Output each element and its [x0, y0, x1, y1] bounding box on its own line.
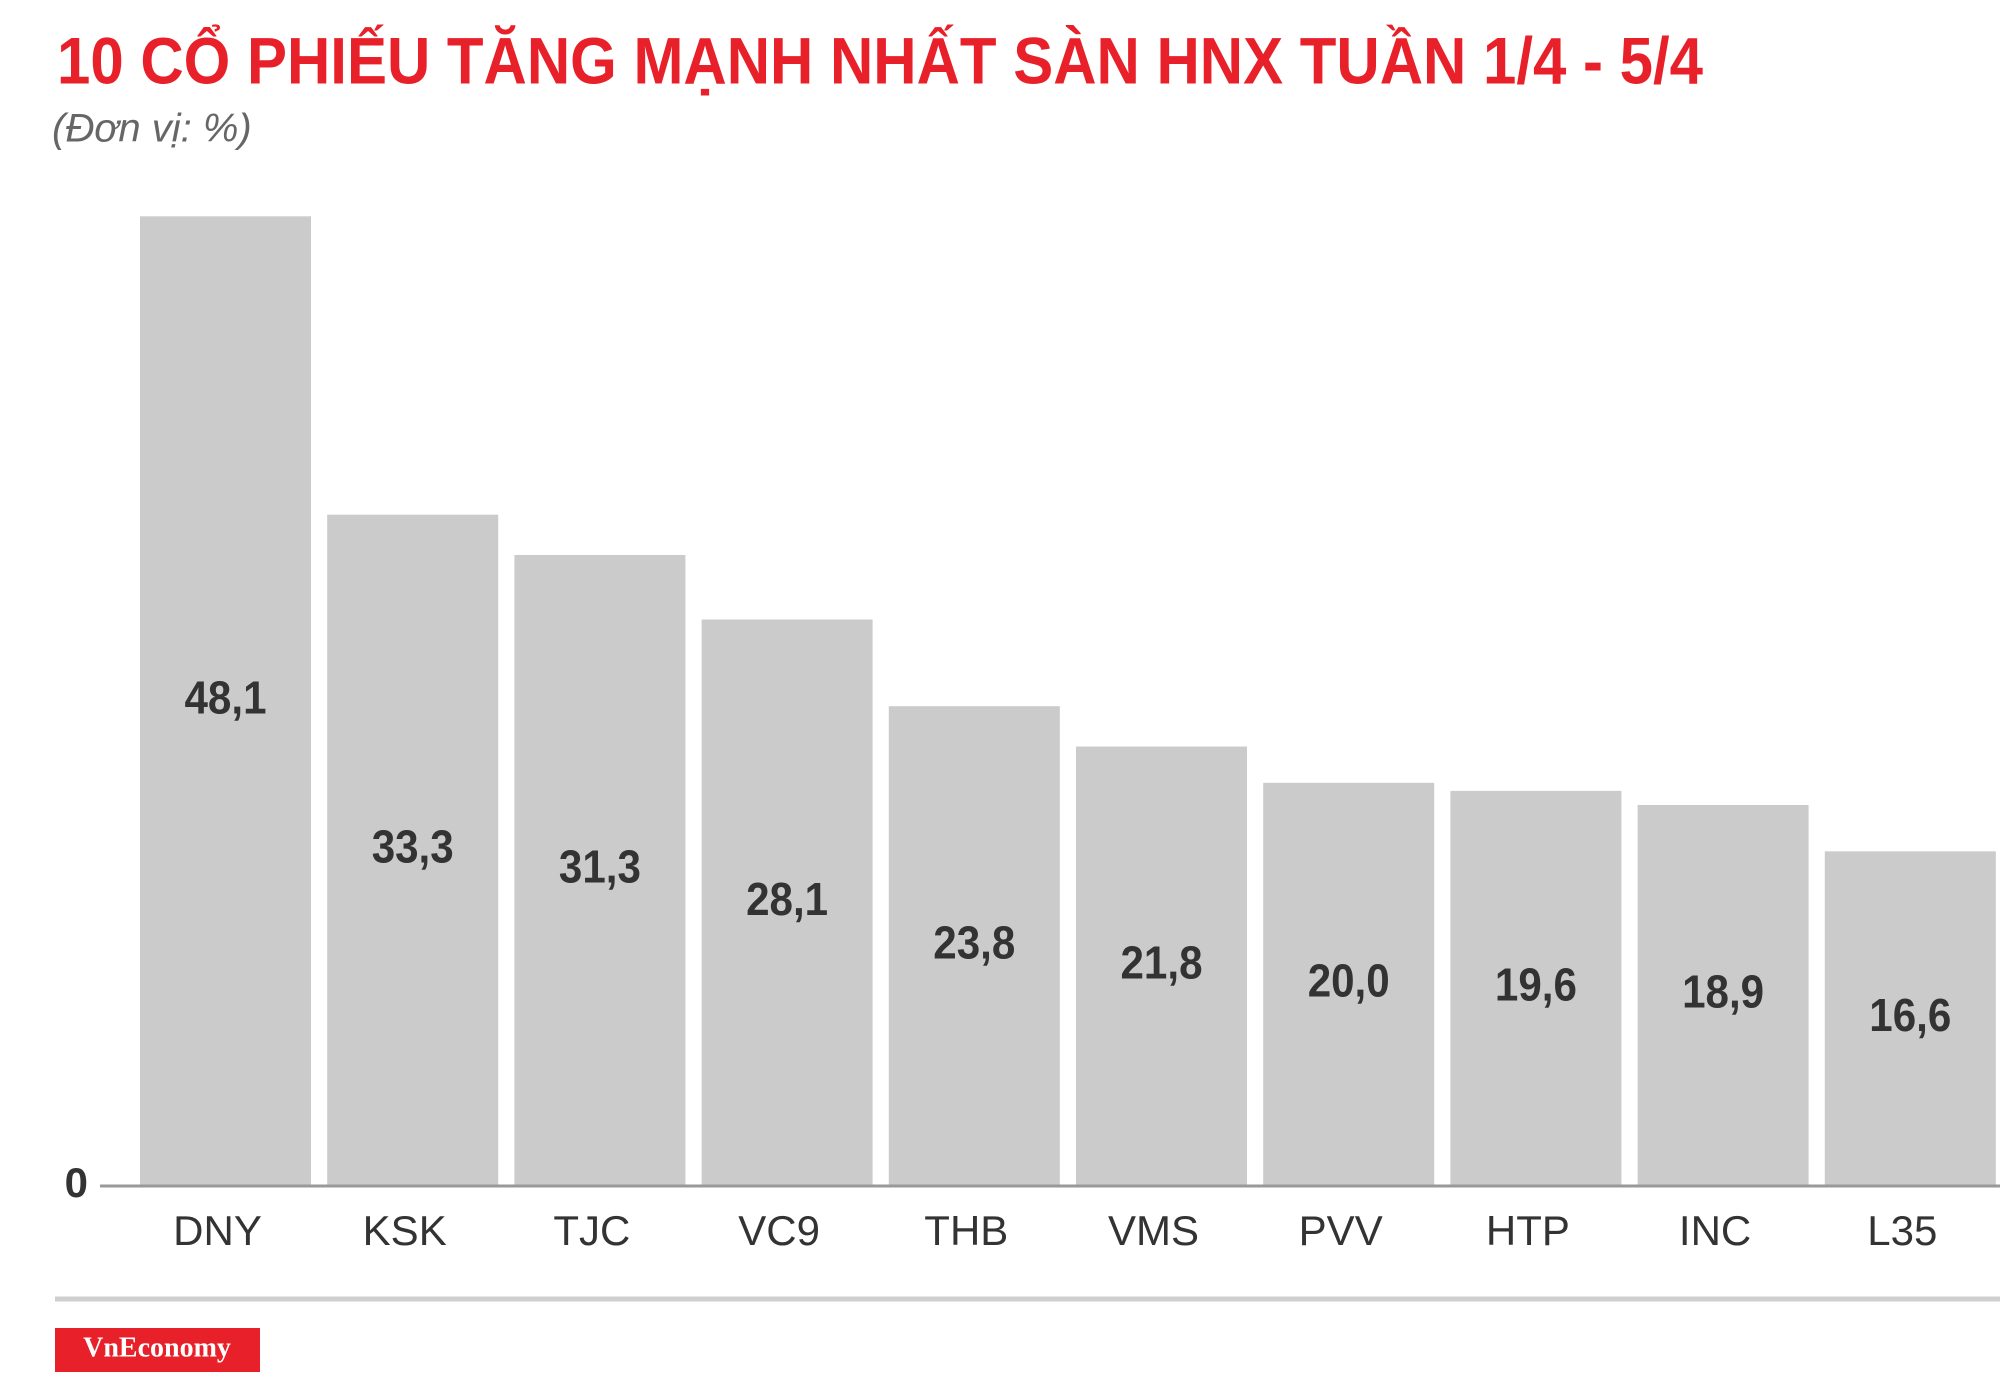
bar — [1450, 790, 1622, 1186]
bar — [514, 554, 686, 1186]
value-label: 18,9 — [1682, 966, 1764, 1018]
value-label: 31,3 — [559, 841, 641, 893]
x-tick-label: VMS — [1108, 1207, 1199, 1254]
x-tick-label: L35 — [1867, 1207, 1937, 1254]
bar — [327, 514, 499, 1186]
x-tick-label: INC — [1679, 1207, 1751, 1254]
value-label: 23,8 — [933, 916, 1015, 968]
bar — [888, 706, 1060, 1186]
chart-subtitle: (Đơn vị: %) — [52, 107, 252, 151]
x-tick-label: THB — [924, 1207, 1008, 1254]
x-tick-label: KSK — [363, 1207, 447, 1254]
brand: VnEconomy — [83, 1332, 231, 1363]
x-tick-label: HTP — [1486, 1207, 1570, 1254]
brand-box — [55, 1328, 260, 1372]
value-label: 20,0 — [1308, 955, 1390, 1007]
bar — [1637, 804, 1809, 1186]
value-label: 48,1 — [185, 671, 267, 723]
value-label: 28,1 — [746, 873, 828, 925]
value-label: 16,6 — [1869, 989, 1951, 1041]
bar — [1263, 782, 1435, 1186]
bar — [140, 216, 311, 1186]
bar — [1824, 851, 1996, 1186]
y-tick-label: 0 — [65, 1159, 88, 1206]
value-label: 33,3 — [372, 820, 454, 872]
x-tick-label: VC9 — [738, 1207, 820, 1254]
x-tick-label: PVV — [1299, 1207, 1383, 1254]
bar — [701, 619, 873, 1186]
value-label: 19,6 — [1495, 959, 1577, 1011]
bar — [1076, 746, 1247, 1186]
x-tick-label: DNY — [173, 1207, 262, 1254]
value-label: 21,8 — [1121, 936, 1203, 988]
chart-title: 10 CỔ PHIẾU TĂNG MẠNH NHẤT SÀN HNX TUẦN … — [57, 23, 1703, 97]
x-tick-label: TJC — [553, 1207, 630, 1254]
